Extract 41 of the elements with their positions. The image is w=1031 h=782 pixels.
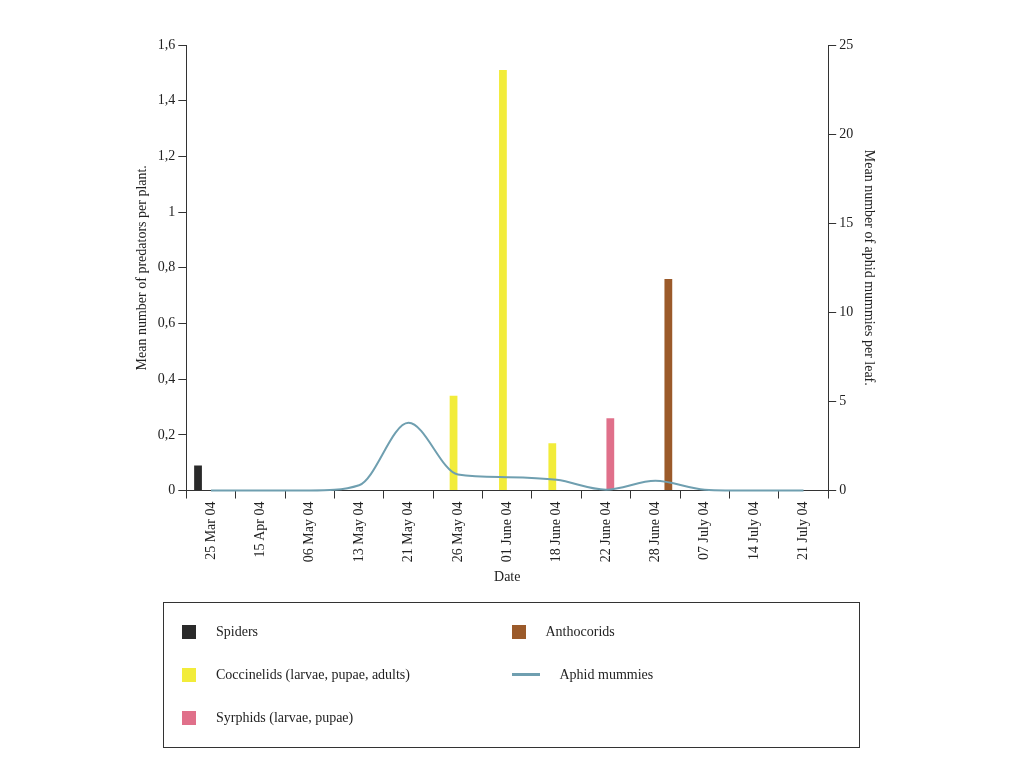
bar (499, 70, 507, 491)
y-tick-label: 0 (168, 482, 176, 498)
x-tick-label: 14 July 04 (745, 501, 761, 560)
y-tick-label: 0,4 (157, 370, 176, 386)
y2-axis-title: Mean number of aphid mummies per leaf. (861, 149, 877, 386)
x-tick-label: 01 June 04 (498, 501, 514, 563)
legend-label: Anthocorids (545, 624, 615, 641)
y-tick-label: 1,6 (157, 36, 176, 52)
y-tick-label: 1,2 (157, 148, 176, 164)
y-tick-label: 0,6 (157, 315, 176, 331)
x-tick-label: 07 July 04 (696, 501, 712, 560)
y-tick-label: 0,2 (157, 426, 176, 442)
bar (664, 278, 673, 491)
x-tick-label: 21 July 04 (795, 501, 811, 560)
legend-label: Coccinelids (larvae, pupae, adults) (216, 666, 410, 683)
y2-tick-label: 20 (839, 125, 854, 141)
legend-label: Syrphids (larvae, pupae) (216, 709, 354, 726)
x-tick-label: 22 June 04 (597, 501, 613, 563)
y2-tick-label: 25 (839, 36, 854, 52)
legend-label: Spiders (216, 624, 258, 641)
x-tick-label: 15 Apr 04 (252, 501, 268, 558)
x-tick-label: 06 May 04 (301, 501, 317, 563)
legend-label: Aphid mummies (559, 666, 654, 683)
x-tick-label: 21 May 04 (400, 501, 416, 563)
y2-tick-label: 15 (839, 214, 854, 230)
y2-tick-label: 10 (839, 303, 854, 319)
y-tick-label: 1,4 (157, 92, 176, 108)
bar (548, 443, 557, 491)
x-tick-label: 28 June 04 (647, 501, 663, 563)
x-tick-label: 26 May 04 (449, 501, 465, 563)
x-tick-label: 13 May 04 (350, 501, 366, 563)
bar (606, 418, 615, 491)
y-tick-label: 0,8 (157, 259, 176, 275)
x-tick-label: 18 June 04 (548, 501, 564, 563)
x-tick-label: 25 Mar 04 (202, 501, 218, 560)
y2-tick-label: 0 (839, 482, 847, 498)
line-series (209, 421, 805, 492)
x-axis-title: Date (494, 569, 521, 585)
y-tick-label: 1 (168, 203, 176, 219)
y-axis-title: Mean number of predators per plant. (134, 165, 150, 371)
y2-tick-label: 5 (839, 393, 847, 409)
